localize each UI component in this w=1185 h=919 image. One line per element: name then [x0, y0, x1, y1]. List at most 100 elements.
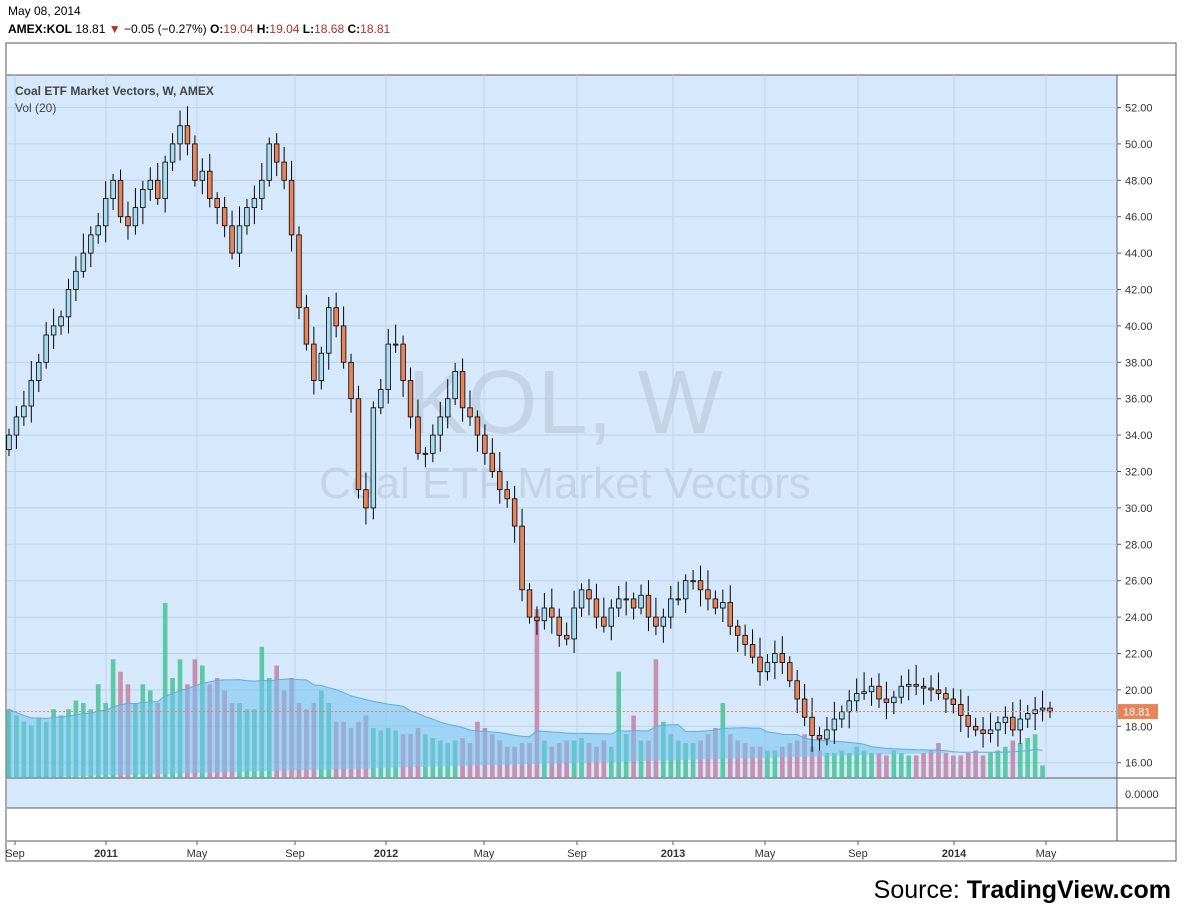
candle-up — [169, 143, 176, 163]
legend: Coal ETF Market Vectors, W, AMEX Vol (20… — [15, 84, 214, 115]
grid-lines — [7, 75, 1117, 778]
candle-down — [526, 589, 533, 618]
candle-down — [549, 607, 555, 618]
candle-up — [623, 598, 629, 601]
candle-down — [697, 580, 704, 591]
price-tick-label: 22.00 — [1125, 649, 1153, 661]
volume-bar-down — [534, 609, 540, 778]
candle-up — [95, 225, 101, 236]
time-tick-label: 2011 — [94, 848, 118, 860]
candle-down — [482, 434, 488, 454]
legend-volume[interactable]: Vol (20) — [15, 101, 56, 115]
candle-down — [787, 662, 793, 682]
candle-up — [58, 316, 64, 327]
candle-down — [645, 594, 652, 618]
candle-down — [935, 689, 942, 694]
candle-down — [1010, 716, 1016, 731]
price-tick-label: 38.00 — [1125, 357, 1153, 369]
price-pane[interactable] — [7, 75, 1117, 778]
legend-title[interactable]: Coal ETF Market Vectors, W, AMEX — [15, 84, 214, 98]
candle-up — [162, 161, 168, 199]
price-tick-label: 34.00 — [1125, 430, 1153, 442]
candle-up — [616, 598, 622, 609]
volume-bar-down — [913, 755, 919, 778]
candle-down — [534, 616, 540, 622]
candle-down — [117, 179, 124, 218]
candle-down — [653, 616, 659, 627]
candle-up — [430, 434, 436, 454]
candle-down — [459, 370, 466, 409]
high-value: 19.04 — [269, 22, 300, 36]
candle-up — [906, 684, 912, 687]
candle-down — [415, 416, 421, 454]
candle-up — [1039, 707, 1046, 711]
candle-down — [288, 179, 295, 236]
candle-up — [839, 711, 845, 720]
volume-bar-up — [824, 753, 830, 778]
candle-down — [474, 416, 481, 436]
volume-bar-up — [1003, 746, 1008, 778]
price-chart[interactable]: KOL, W Coal ETF Market Vectors 52.00 50.0… — [0, 40, 1185, 865]
candle-down — [712, 598, 719, 609]
time-tick-label: 2013 — [661, 848, 685, 860]
price-tick-label: 30.00 — [1125, 503, 1153, 515]
price-tick-label: 40.00 — [1125, 321, 1153, 333]
candle-down — [883, 698, 890, 704]
candle-down — [340, 325, 347, 363]
volume-bar-down — [757, 746, 763, 778]
time-tick-label: May — [1036, 848, 1057, 860]
candle-up — [422, 452, 429, 455]
time-tick-label: Sep — [285, 848, 305, 860]
volume-bar-up — [832, 753, 837, 778]
time-tick-label: Sep — [5, 848, 25, 860]
volume-bar-down — [921, 753, 926, 778]
candle-up — [88, 234, 94, 254]
candle-up — [608, 607, 614, 627]
volume-bar-down — [928, 750, 934, 778]
candle-up — [987, 729, 994, 734]
candle-down — [920, 685, 927, 689]
symbol-label[interactable]: AMEX:KOL — [8, 22, 72, 36]
volume-bar-down — [936, 743, 941, 778]
candles — [6, 106, 1053, 752]
price-tick-label: 42.00 — [1125, 285, 1153, 297]
source-prefix: Source: — [873, 876, 967, 904]
last-price: 18.81 — [75, 22, 106, 36]
time-tick-label: May — [755, 848, 776, 860]
price-tick-label: 20.00 — [1125, 685, 1153, 697]
open-label: O: — [210, 22, 224, 36]
candle-up — [43, 334, 49, 363]
price-tick-label: 16.00 — [1125, 758, 1153, 770]
candle-up — [378, 389, 384, 409]
watermark-name: Coal ETF Market Vectors — [319, 459, 810, 508]
candle-down — [801, 698, 808, 718]
candle-down — [221, 207, 228, 227]
candle-down — [958, 704, 964, 716]
candle-up — [385, 343, 391, 391]
candle-down — [489, 452, 496, 472]
candle-down — [980, 729, 986, 734]
candle-down — [586, 589, 592, 600]
volume-bar-up — [608, 746, 614, 778]
candle-up — [861, 691, 867, 694]
volume-bar-up — [772, 750, 778, 778]
volume-pane[interactable] — [7, 778, 1117, 808]
volume-bar-up — [1017, 743, 1023, 778]
candle-up — [392, 343, 399, 346]
candle-down — [757, 656, 763, 673]
candle-down — [355, 398, 362, 491]
price-tick-label: 48.00 — [1125, 175, 1153, 187]
last-price-badge — [1118, 704, 1158, 720]
candle-down — [296, 234, 302, 309]
candle-up — [6, 434, 12, 451]
candle-down — [504, 489, 510, 500]
time-tick-label: Sep — [848, 848, 868, 860]
candle-up — [868, 685, 875, 693]
high-label: H: — [256, 22, 270, 36]
candle-up — [891, 696, 897, 704]
volume-bar-up — [1025, 738, 1030, 778]
candle-up — [995, 722, 1001, 731]
candle-down — [497, 471, 503, 491]
candle-up — [824, 729, 830, 740]
candle-up — [764, 662, 771, 673]
